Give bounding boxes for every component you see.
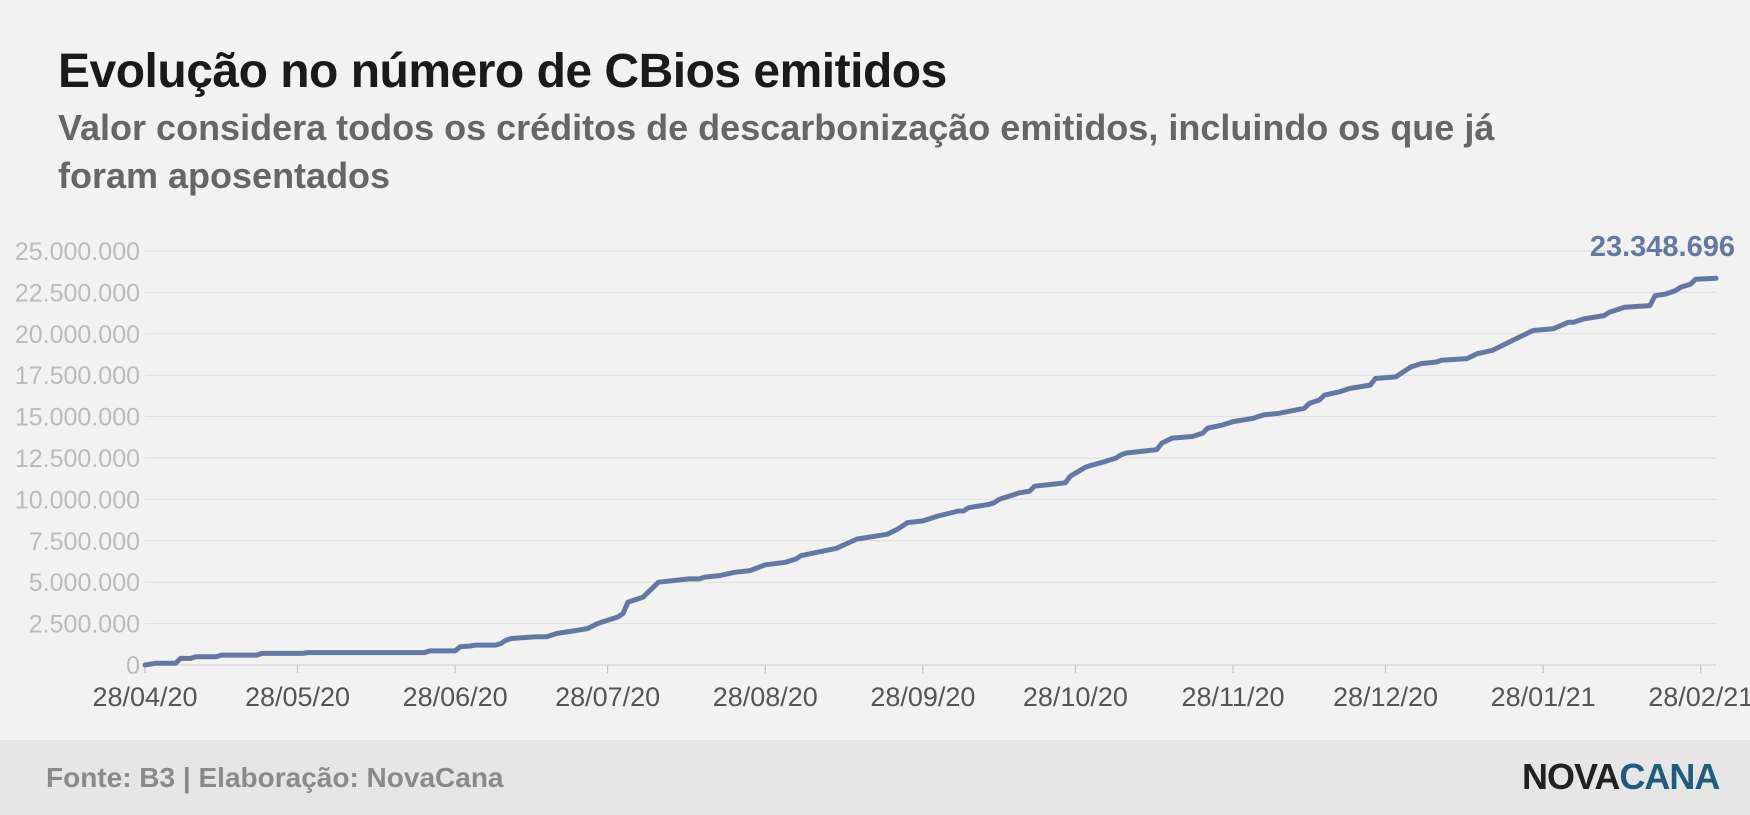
footer-bar: Fonte: B3 | Elaboração: NovaCana NOVACAN…: [0, 740, 1750, 815]
x-tick-label: 28/08/20: [713, 682, 818, 712]
x-tick-label: 28/02/21: [1648, 682, 1750, 712]
y-tick-label: 15.000.000: [15, 404, 140, 432]
line-chart: 0 2.500.000 5.000.000 7.500.000 10.000.000 12…: [15, 231, 1750, 712]
y-tick-label: 22.500.000: [15, 279, 140, 307]
x-tick-label: 28/05/20: [245, 682, 350, 712]
logo-part-cana: CANA: [1619, 756, 1720, 797]
y-tick-label: 25.000.000: [15, 238, 140, 266]
end-value-label: 23.348.696: [1590, 231, 1735, 263]
y-axis-ticks: 0 2.500.000 5.000.000 7.500.000 10.000.000 12…: [15, 238, 140, 680]
x-axis-ticks: 28/04/20 28/05/20 28/06/20 28/07/20 28/08/20…: [92, 665, 1750, 712]
x-tick-label: 28/04/20: [92, 682, 197, 712]
series-line: [142, 275, 1719, 668]
x-tick-label: 28/01/21: [1491, 682, 1596, 712]
y-tick-label: 0: [126, 652, 140, 680]
chart-title: Evolução no número de CBios emitidos: [58, 45, 947, 98]
gridlines: [145, 250, 1716, 625]
novacana-logo: NOVACANA: [1522, 756, 1720, 798]
y-tick-label: 10.000.000: [15, 486, 140, 514]
x-tick-label: 28/06/20: [403, 682, 508, 712]
chart-subtitle: Valor considera todos os créditos de des…: [58, 107, 1495, 196]
x-tick-label: 28/11/20: [1181, 682, 1284, 712]
y-tick-label: 17.500.000: [15, 362, 140, 390]
y-tick-label: 20.000.000: [15, 321, 140, 349]
y-tick-label: 7.500.000: [29, 528, 140, 556]
x-tick-label: 28/12/20: [1333, 682, 1438, 712]
y-tick-label: 5.000.000: [29, 569, 140, 597]
source-note: Fonte: B3 | Elaboração: NovaCana: [46, 762, 504, 793]
y-tick-label: 2.500.000: [29, 611, 140, 639]
x-tick-label: 28/07/20: [555, 682, 660, 712]
logo-part-nova: NOVA: [1522, 756, 1620, 797]
x-tick-label: 28/10/20: [1023, 682, 1128, 712]
y-tick-label: 12.500.000: [15, 445, 140, 473]
x-tick-label: 28/09/20: [870, 682, 975, 712]
